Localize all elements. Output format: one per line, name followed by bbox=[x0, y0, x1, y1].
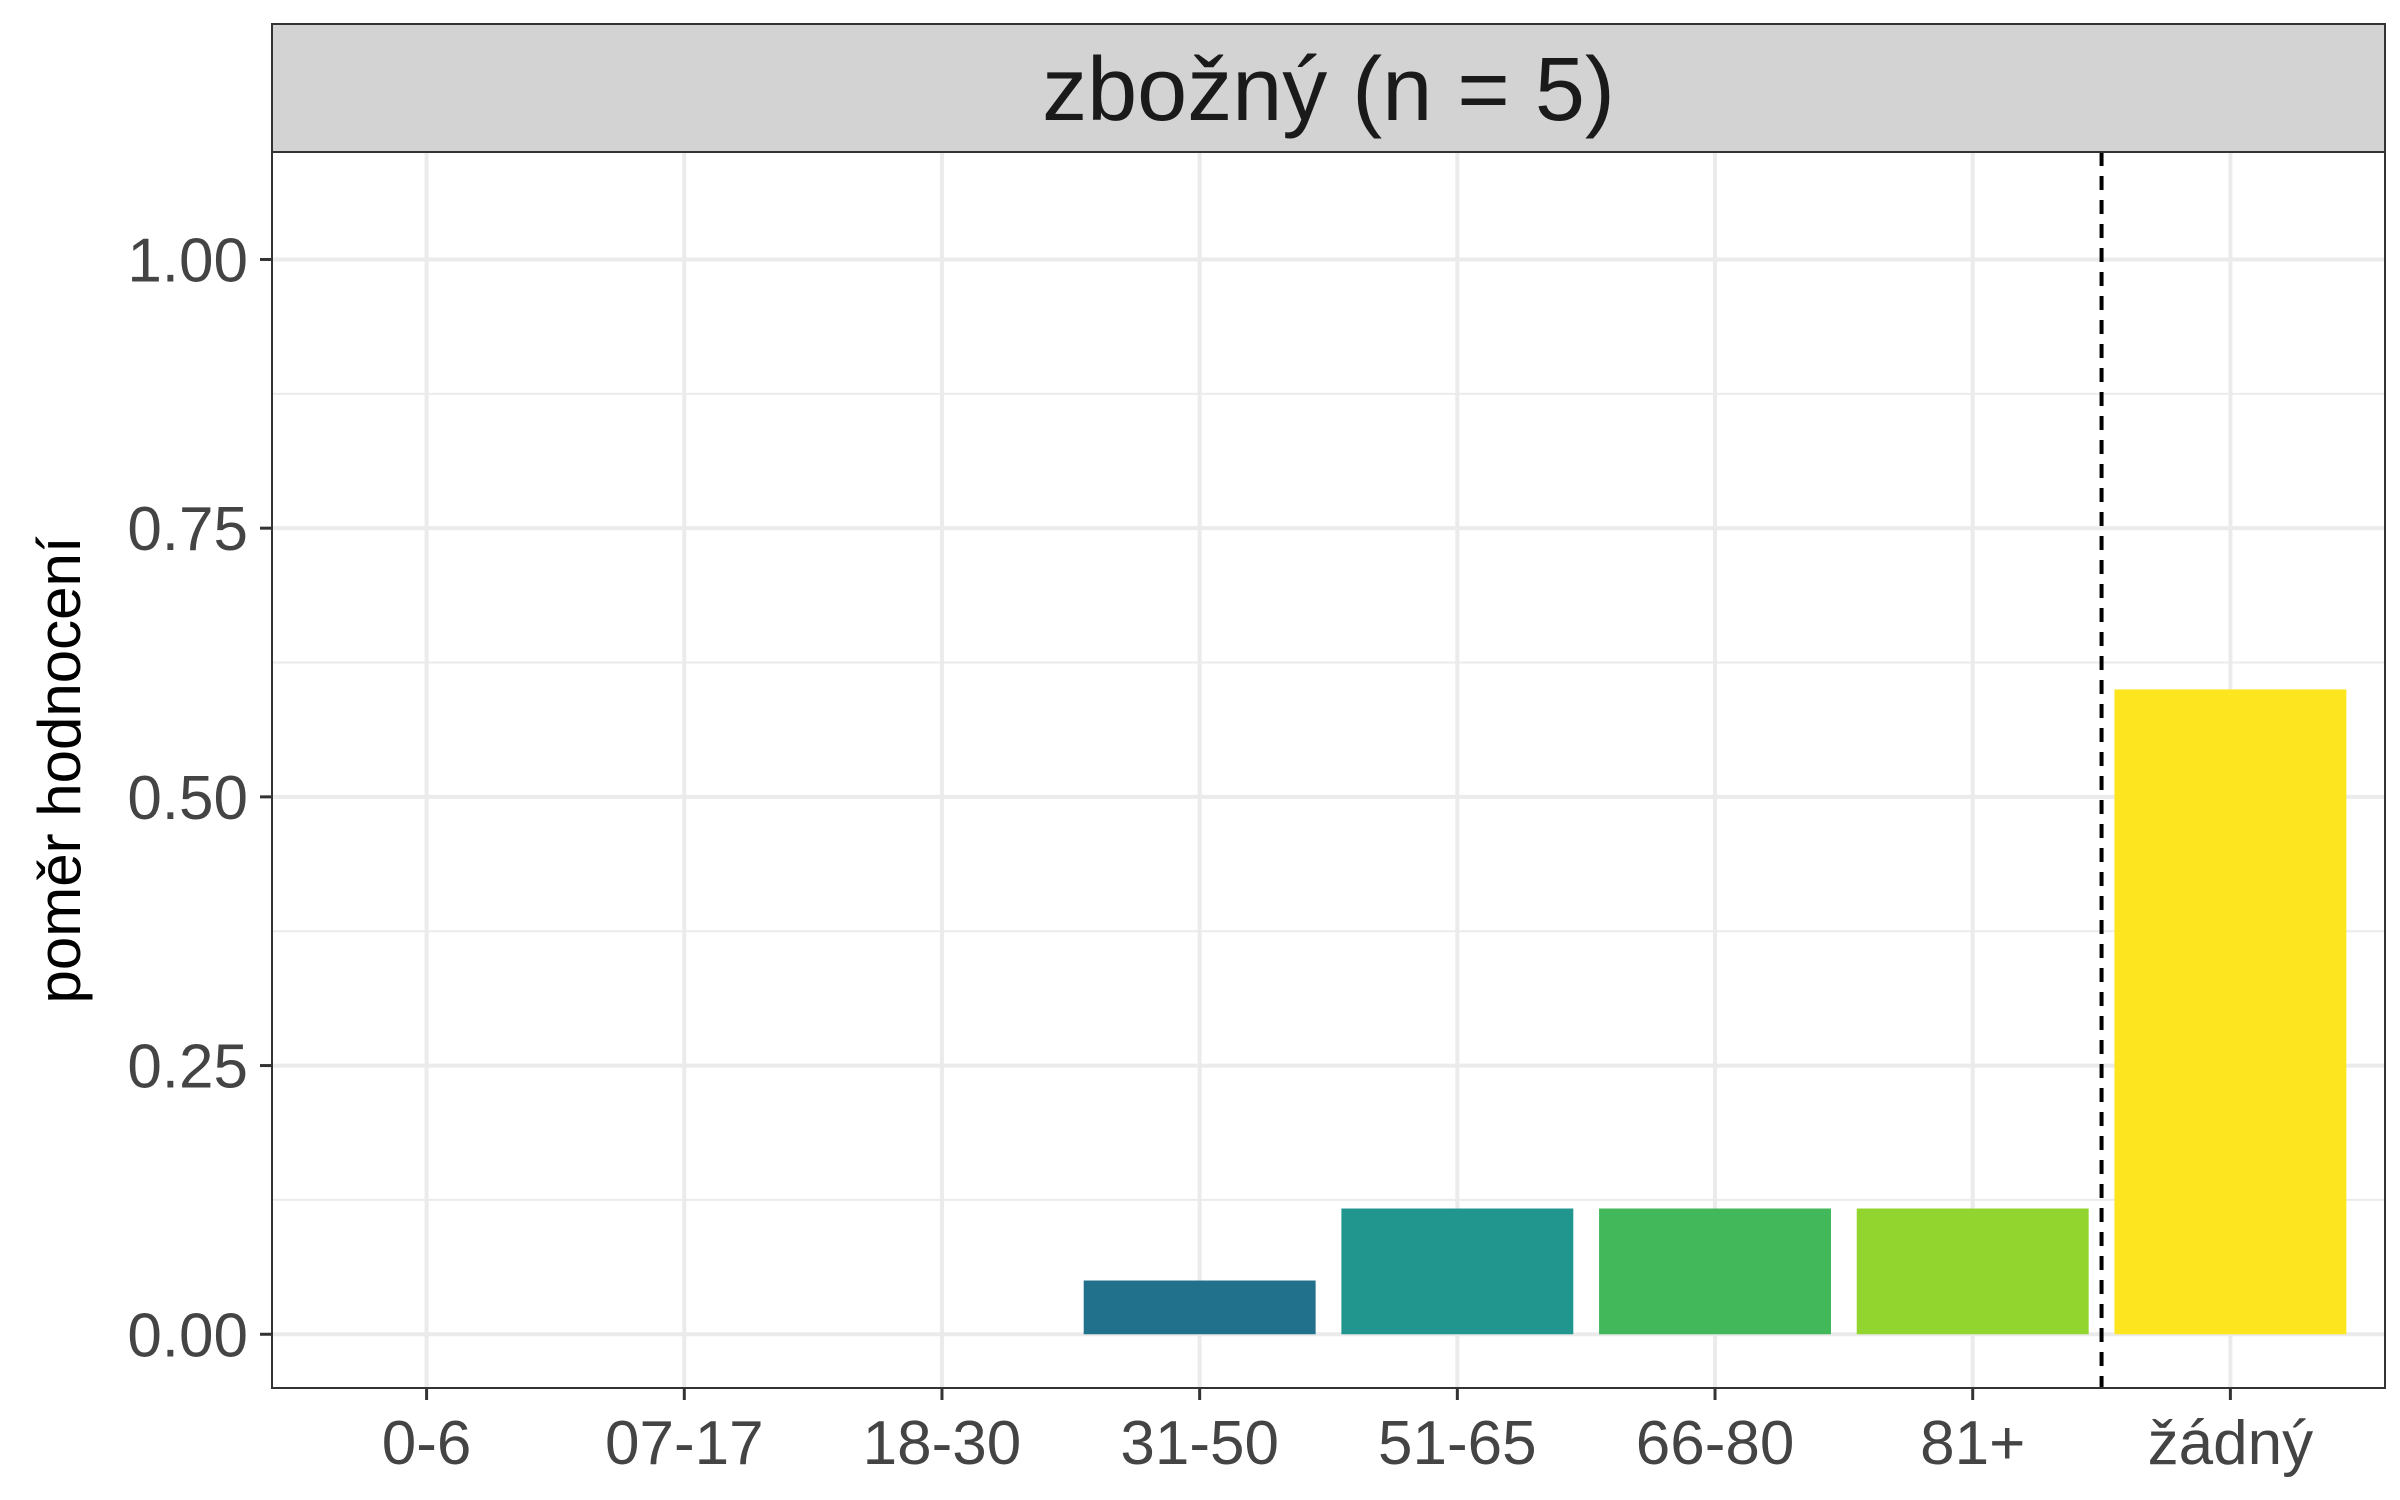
bar-51-65 bbox=[1341, 1208, 1574, 1335]
bar-66-80 bbox=[1599, 1208, 1831, 1335]
x-tick-label: 07-17 bbox=[605, 1409, 764, 1478]
y-tick-label: 0.75 bbox=[127, 495, 248, 564]
y-tick-label: 1.00 bbox=[127, 226, 248, 295]
grid-lines bbox=[272, 152, 2385, 1388]
x-tick-label: 51-65 bbox=[1378, 1409, 1537, 1478]
y-tick-label: 0.25 bbox=[127, 1033, 248, 1102]
y-axis-ticks: 0.00 0.25 0.50 0.75 1.00 bbox=[127, 226, 272, 1370]
bar-31-50 bbox=[1083, 1280, 1316, 1335]
facet-strip bbox=[271, 23, 2386, 153]
x-tick-label: žádný bbox=[2148, 1409, 2313, 1478]
y-tick-label: 0.50 bbox=[127, 764, 248, 833]
x-axis-ticks: 0-6 07-17 18-30 31-50 51-65 66-80 81+ žádný bbox=[382, 1388, 2313, 1478]
x-tick-label: 81+ bbox=[1920, 1409, 2025, 1478]
x-tick-label: 0-6 bbox=[382, 1409, 472, 1478]
panel-border bbox=[271, 151, 2386, 1389]
x-tick-label: 18-30 bbox=[863, 1409, 1022, 1478]
y-axis-title: poměr hodnocení bbox=[26, 536, 93, 1003]
bars bbox=[1083, 689, 2347, 1335]
facet-title: zbožný (n = 5) bbox=[1042, 40, 1615, 140]
y-tick-label: 0.00 bbox=[127, 1301, 248, 1370]
x-tick-label: 66-80 bbox=[1636, 1409, 1795, 1478]
x-tick-label: 31-50 bbox=[1120, 1409, 1279, 1478]
bar-žádný bbox=[2114, 689, 2347, 1335]
bar-81+ bbox=[1856, 1208, 2089, 1335]
